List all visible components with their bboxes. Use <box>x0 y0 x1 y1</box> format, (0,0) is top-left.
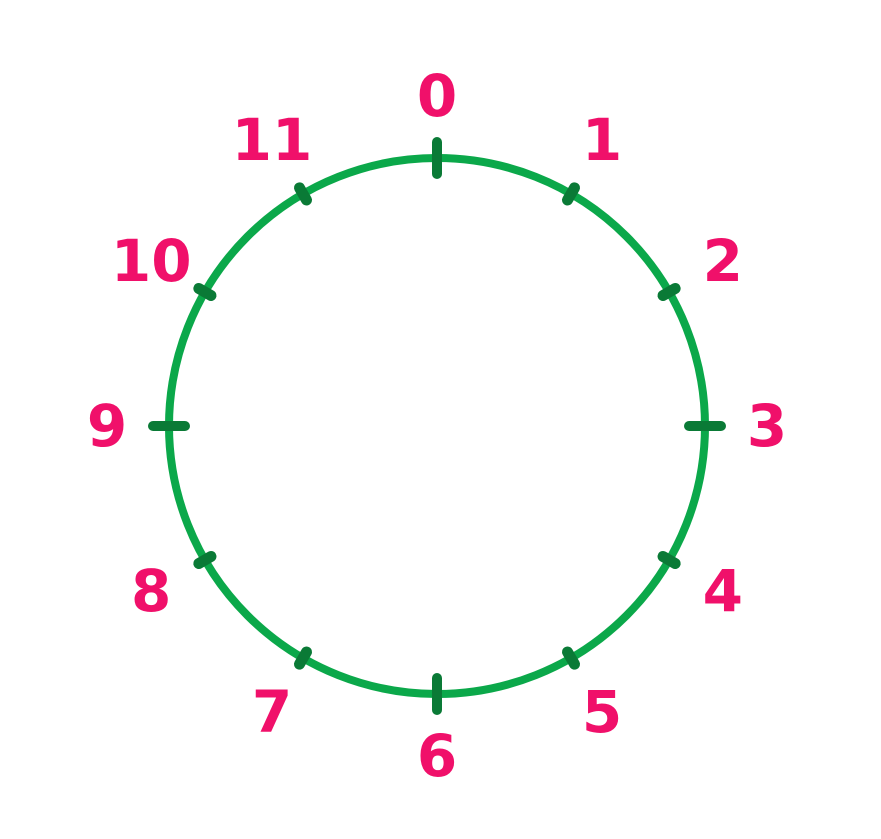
position-label-0: 0 <box>417 62 457 130</box>
position-label-10: 10 <box>111 227 192 295</box>
tick-mark-4 <box>657 551 681 569</box>
position-label-1: 1 <box>582 106 622 174</box>
position-label-2: 2 <box>703 227 743 295</box>
tick-mark-1 <box>562 182 580 206</box>
position-label-6: 6 <box>417 722 457 790</box>
position-label-4: 4 <box>703 557 743 625</box>
tick-mark-5 <box>562 646 580 670</box>
position-label-7: 7 <box>252 678 292 746</box>
tick-marks <box>148 137 726 715</box>
position-label-3: 3 <box>747 392 787 460</box>
position-label-8: 8 <box>131 557 171 625</box>
position-label-5: 5 <box>582 678 622 746</box>
tick-mark-8 <box>193 551 217 569</box>
clock-circle <box>165 154 709 698</box>
position-label-11: 11 <box>232 106 313 174</box>
tick-mark-10 <box>193 283 217 301</box>
position-labels: 0 1 2 3 4 5 6 7 8 9 10 11 <box>87 62 787 790</box>
tick-mark-2 <box>657 283 681 301</box>
tick-mark-7 <box>294 646 312 670</box>
position-label-9: 9 <box>87 392 127 460</box>
tick-mark-11 <box>294 182 312 206</box>
